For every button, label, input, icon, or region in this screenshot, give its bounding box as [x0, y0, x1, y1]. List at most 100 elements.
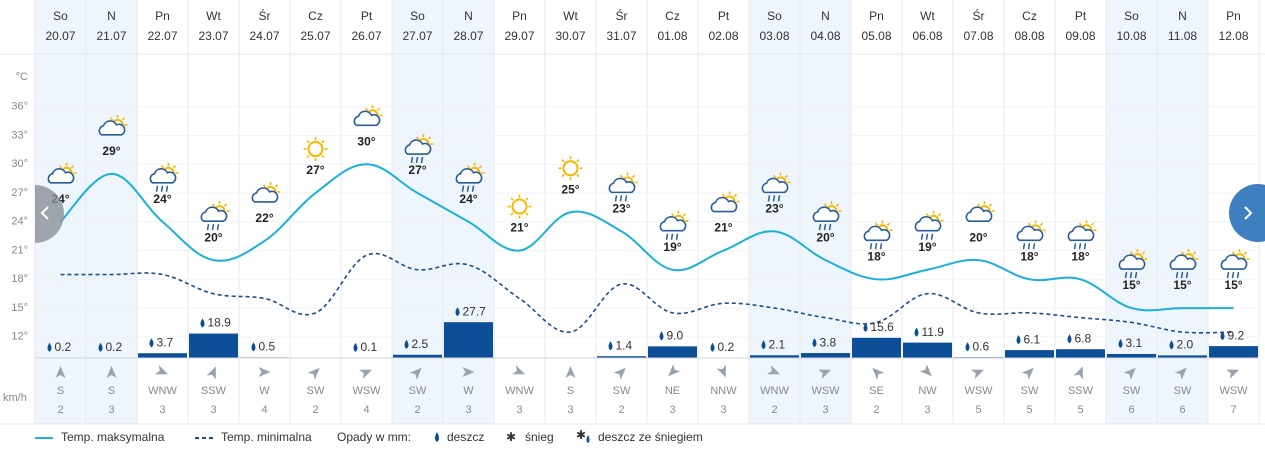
precipitation-label: 11.9 — [922, 325, 945, 339]
max-temperature-label: 24° — [153, 192, 171, 206]
weekday: N — [821, 9, 830, 23]
rain — [621, 195, 622, 201]
precipitation-label: 3.1 — [1126, 336, 1143, 350]
weekday: N — [1178, 9, 1187, 23]
max-temperature-label: 20° — [204, 230, 222, 244]
rain — [162, 186, 163, 192]
date: 27.07 — [402, 29, 432, 43]
rain — [626, 195, 627, 201]
wind-direction: SW — [307, 385, 325, 397]
rain — [616, 195, 617, 201]
wind-speed: 5 — [1077, 404, 1083, 416]
wind-direction: WNW — [505, 385, 534, 397]
max-temperature-label: 22° — [255, 211, 273, 225]
wind-unit: km/h — [3, 392, 27, 404]
y-tick-label: 24° — [11, 216, 28, 228]
rain — [1187, 272, 1188, 278]
legend-label: Opady w mm: — [337, 430, 411, 444]
date: 25.07 — [300, 29, 330, 43]
date: 03.08 — [759, 29, 789, 43]
date: 12.08 — [1218, 29, 1248, 43]
rain — [1080, 243, 1081, 249]
wind-speed: 3 — [669, 404, 675, 416]
weekend-column — [1106, 0, 1157, 424]
max-temperature-label: 21° — [714, 221, 732, 235]
wind-speed: 3 — [159, 404, 165, 416]
legend-label: śnieg — [525, 430, 554, 444]
y-tick-label: 12° — [11, 331, 28, 343]
wind-speed: 4 — [363, 404, 369, 416]
precipitation-bar — [1107, 354, 1156, 358]
weekday: Cz — [1022, 9, 1037, 23]
rain — [1238, 272, 1239, 278]
wind-speed: 3 — [108, 404, 114, 416]
weekday: Cz — [665, 9, 680, 23]
wind-speed: 2 — [873, 404, 879, 416]
date: 28.07 — [453, 29, 483, 43]
weekday: Śr — [616, 8, 628, 23]
max-temperature-label: 15° — [1224, 278, 1242, 292]
date: 01.08 — [657, 29, 687, 43]
legend-sleet-icon: ✱ — [576, 428, 586, 442]
precipitation-bar — [444, 322, 493, 358]
wind-direction: NE — [665, 385, 680, 397]
rain — [922, 234, 923, 240]
precipitation-bar — [1209, 346, 1258, 358]
wind-direction: WSW — [352, 385, 381, 397]
rain — [218, 224, 219, 230]
max-temperature-label: 18° — [1071, 249, 1089, 263]
legend-snow-icon: ✱ — [506, 430, 516, 444]
precipitation-label: 27.7 — [463, 304, 487, 318]
rain — [1136, 272, 1137, 278]
max-temperature-label: 23° — [765, 202, 783, 216]
sun — [513, 200, 527, 214]
wind-speed: 5 — [1026, 404, 1032, 416]
wind-speed: 3 — [567, 404, 573, 416]
wind-direction: WNW — [760, 385, 789, 397]
precipitation-label: 9.2 — [1228, 328, 1245, 342]
wind-direction: S — [108, 385, 115, 397]
date: 21.07 — [96, 29, 126, 43]
wind-speed: 3 — [465, 404, 471, 416]
weekday: Wt — [920, 9, 935, 23]
date: 06.08 — [912, 29, 942, 43]
weekday: Pn — [869, 9, 884, 23]
rain — [468, 186, 469, 192]
wind-speed: 6 — [1128, 404, 1134, 416]
wind-speed: 7 — [1230, 404, 1236, 416]
weekday: Wt — [563, 9, 578, 23]
weekday: Pt — [361, 9, 373, 23]
weekday: Pn — [512, 9, 527, 23]
precipitation-label: 3.8 — [820, 335, 837, 349]
precipitation-label: 9.0 — [667, 329, 684, 343]
y-tick-label: 21° — [11, 244, 28, 256]
wind-direction: SSW — [1068, 385, 1094, 397]
precipitation-label: 0.5 — [259, 340, 276, 354]
weekend-column — [86, 0, 137, 424]
date: 20.07 — [45, 29, 75, 43]
wind-speed: 2 — [771, 404, 777, 416]
rain — [417, 157, 418, 163]
max-temperature-label: 19° — [918, 240, 936, 254]
rain — [1177, 272, 1178, 278]
y-tick-label: 36° — [11, 101, 28, 113]
precipitation-label: 0.1 — [361, 340, 378, 354]
rain — [876, 243, 877, 249]
date: 26.07 — [351, 29, 381, 43]
weekday: So — [1124, 9, 1139, 23]
date: 24.07 — [249, 29, 279, 43]
max-temperature-label: 25° — [561, 182, 579, 196]
precipitation-bar — [648, 346, 697, 358]
sun — [564, 161, 578, 175]
wind-speed: 2 — [312, 404, 318, 416]
weekend-column — [392, 0, 443, 424]
wind-speed: 3 — [822, 404, 828, 416]
wind-direction: W — [463, 385, 474, 397]
wind-speed: 3 — [720, 404, 726, 416]
rain — [830, 224, 831, 230]
wind-direction: SW — [1123, 385, 1141, 397]
rain — [412, 157, 413, 163]
wind-speed: 4 — [261, 404, 267, 416]
precipitation-label: 0.2 — [55, 340, 72, 354]
